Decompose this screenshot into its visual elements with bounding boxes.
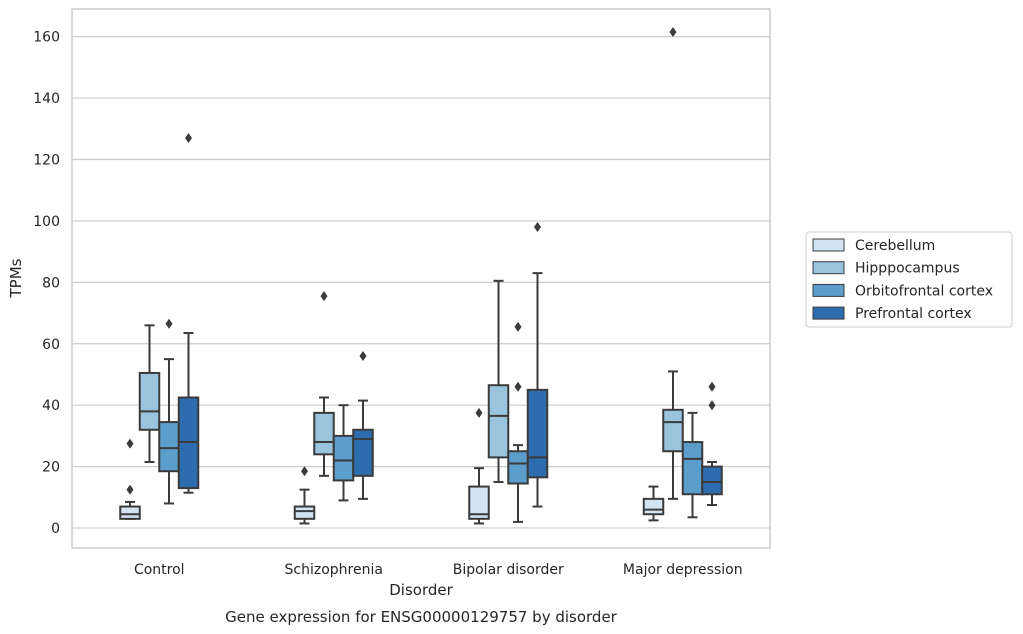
box-hipppocampus-0 — [138, 324, 161, 464]
box-prefrontal-cortex-2 — [526, 222, 549, 508]
legend: Cerebellum Hipppocampus Orbitofrontal cort… — [805, 231, 1013, 328]
box-prefrontal-cortex-1 — [352, 351, 374, 500]
box-orbitofrontal-cortex-1 — [332, 404, 355, 502]
outlier-marker — [126, 484, 134, 495]
x-tick-label: Major depression — [623, 562, 743, 578]
box-iqr — [507, 450, 529, 485]
legend-swatch — [812, 261, 845, 275]
box-orbitofrontal-cortex-2 — [507, 321, 529, 523]
box-hipppocampus-3 — [662, 27, 684, 500]
legend-label: Hipppocampus — [855, 261, 960, 277]
y-tick-label: 120 — [33, 152, 60, 168]
legend-label: Orbitofrontal cortex — [855, 283, 993, 299]
outlier-marker — [534, 222, 541, 233]
x-axis-title: Disorder — [389, 581, 453, 599]
box-iqr — [119, 505, 141, 520]
box-iqr — [158, 421, 180, 473]
y-tick-labels: 0 20 40 60 80 100 120 140 160 — [33, 30, 60, 537]
outlier-marker — [301, 466, 308, 477]
x-tick-label: Bipolar disorder — [453, 562, 564, 578]
plot-frame — [71, 8, 771, 549]
y-tick-label: 20 — [42, 460, 60, 476]
outlier-marker — [514, 321, 522, 332]
box-iqr — [701, 465, 723, 496]
box-iqr — [662, 408, 684, 453]
box-orbitofrontal-cortex-3 — [681, 411, 704, 519]
y-tick-label: 80 — [42, 275, 60, 291]
outlier-marker — [320, 291, 328, 302]
outlier-marker — [708, 400, 716, 411]
box-iqr — [313, 411, 335, 456]
legend-label: Prefrontal cortex — [855, 306, 972, 322]
box-prefrontal-cortex-3 — [701, 381, 723, 507]
box-iqr — [681, 441, 704, 496]
box-cerebellum-3 — [642, 485, 665, 522]
legend-swatch — [812, 306, 845, 320]
chart-caption: Gene expression for ENSG00000129757 by d… — [225, 608, 618, 626]
box-iqr — [526, 388, 549, 479]
y-tick-label: 160 — [33, 30, 60, 46]
x-tick-labels: Control Schizophrenia Bipolar disorder Majo… — [134, 562, 743, 578]
outlier-marker — [165, 318, 173, 329]
box-iqr — [293, 505, 316, 520]
box-orbitofrontal-cortex-0 — [158, 318, 180, 505]
y-tick-label: 100 — [33, 214, 60, 230]
box-hipppocampus-2 — [487, 279, 510, 483]
box-cerebellum-1 — [293, 466, 316, 525]
box-cerebellum-0 — [119, 438, 141, 520]
legend-frame — [805, 231, 1013, 328]
legend-swatch — [812, 238, 845, 252]
box-iqr — [642, 497, 665, 516]
outlier-marker — [708, 381, 716, 392]
box-prefrontal-cortex-0 — [177, 132, 200, 494]
box-iqr — [332, 434, 355, 482]
box-hipppocampus-1 — [313, 291, 335, 477]
y-tick-label: 60 — [42, 337, 60, 353]
box-iqr — [138, 371, 161, 431]
legend-label: Cerebellum — [855, 238, 935, 254]
box-cerebellum-2 — [468, 407, 490, 525]
outlier-marker — [185, 132, 192, 143]
box-iqr — [487, 384, 510, 459]
y-tick-label: 0 — [51, 521, 60, 537]
y-axis-title: TPMs — [7, 258, 25, 298]
x-tick-label: Control — [134, 562, 185, 578]
box-plot-marks — [119, 27, 723, 525]
outlier-marker — [126, 438, 134, 449]
y-tick-label: 140 — [33, 91, 60, 107]
y-tick-label: 40 — [42, 398, 60, 414]
legend-swatch — [812, 283, 845, 297]
x-tick-label: Schizophrenia — [285, 562, 383, 578]
outlier-marker — [514, 381, 522, 392]
outlier-marker — [669, 27, 677, 38]
box-iqr — [468, 485, 490, 520]
outlier-marker — [359, 351, 367, 362]
box-iqr — [352, 428, 374, 477]
outlier-marker — [475, 407, 483, 418]
